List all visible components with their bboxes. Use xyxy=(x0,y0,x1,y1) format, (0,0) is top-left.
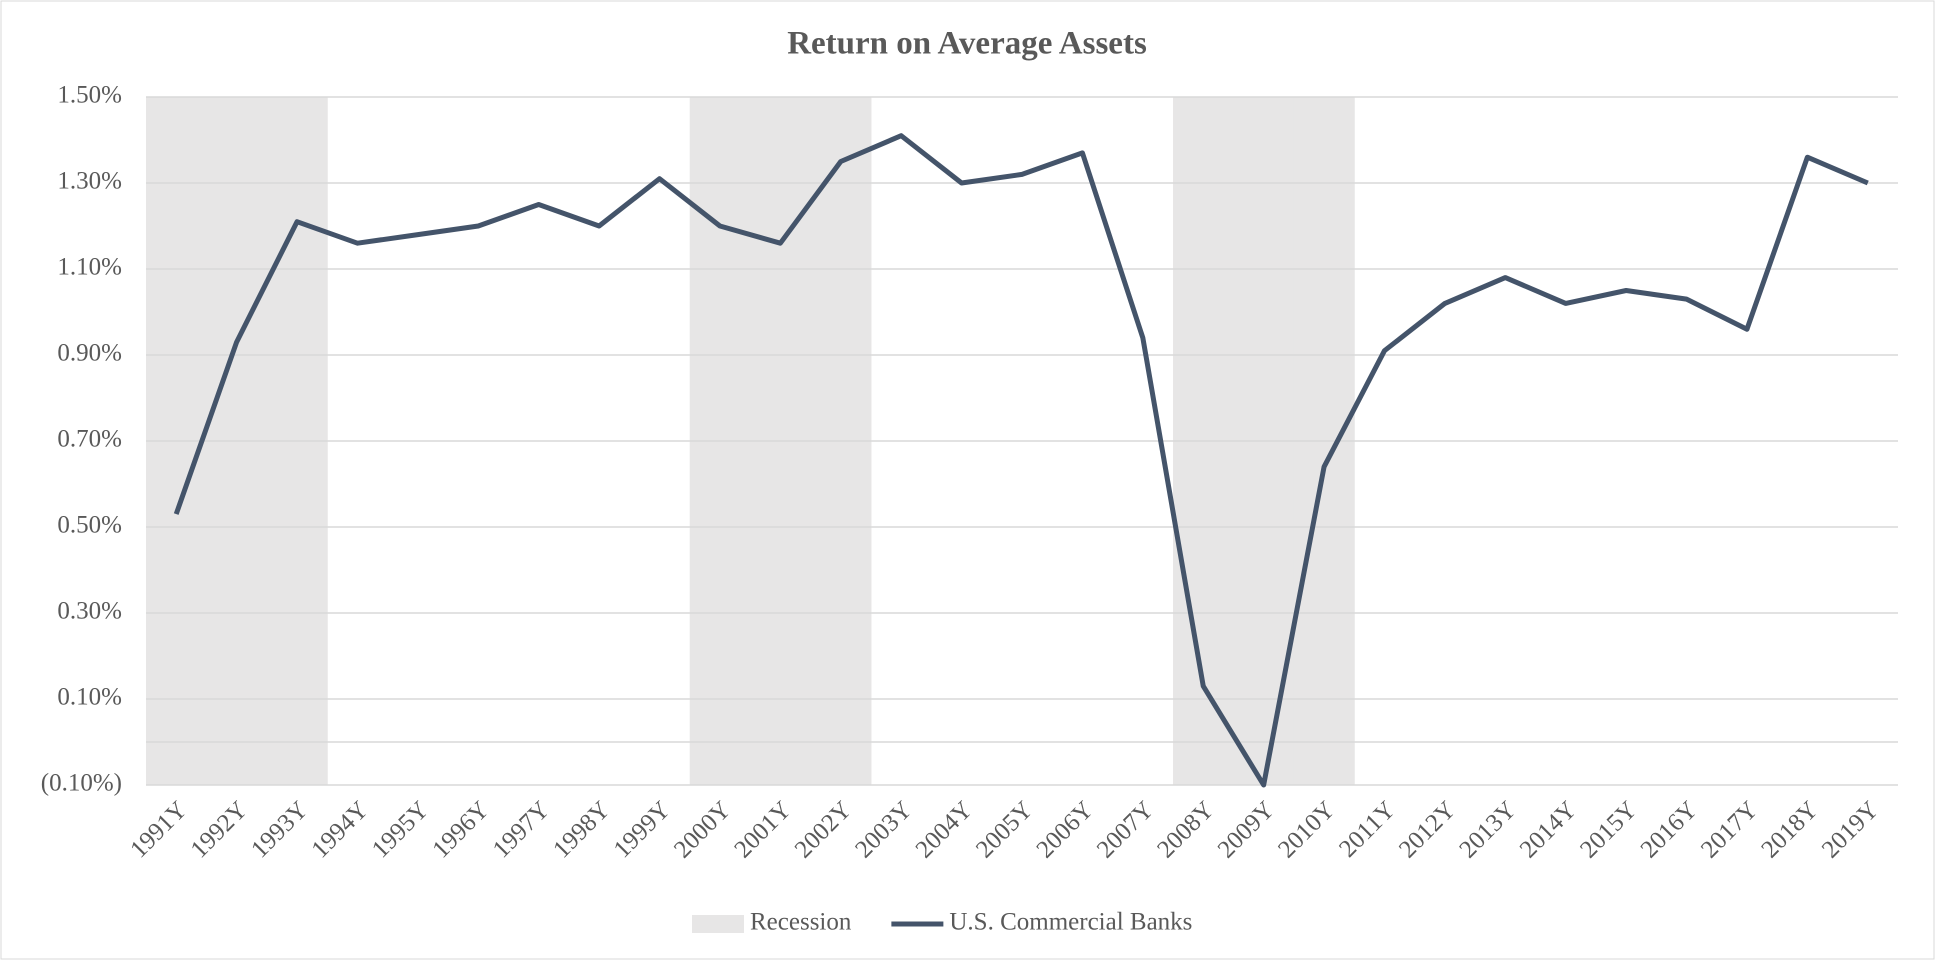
y-tick-label: 1.50% xyxy=(57,82,122,109)
legend-swatch xyxy=(692,915,744,933)
series-line xyxy=(173,133,1869,788)
y-tick-label: 0.70% xyxy=(57,426,122,453)
chart-title: Return on Average Assets xyxy=(787,26,1147,62)
legend-label: Recession xyxy=(750,909,852,936)
y-tick-label: 0.90% xyxy=(57,340,122,367)
y-tick-label: 1.30% xyxy=(57,168,122,195)
legend-label: U.S. Commercial Banks xyxy=(949,909,1192,936)
y-tick-label: 0.50% xyxy=(57,512,122,539)
y-tick-label: 1.10% xyxy=(57,254,122,281)
y-tick-label: 0.10% xyxy=(57,684,122,711)
y-tick-label: 0.30% xyxy=(57,598,122,625)
y-tick-label: (0.10%) xyxy=(41,770,122,797)
